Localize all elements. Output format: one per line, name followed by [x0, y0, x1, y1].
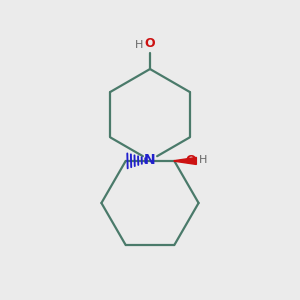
Text: H: H	[199, 155, 207, 165]
Text: N: N	[144, 153, 156, 167]
Text: O: O	[185, 154, 196, 167]
Polygon shape	[174, 158, 196, 164]
Text: H: H	[135, 40, 143, 50]
Text: O: O	[144, 38, 155, 50]
